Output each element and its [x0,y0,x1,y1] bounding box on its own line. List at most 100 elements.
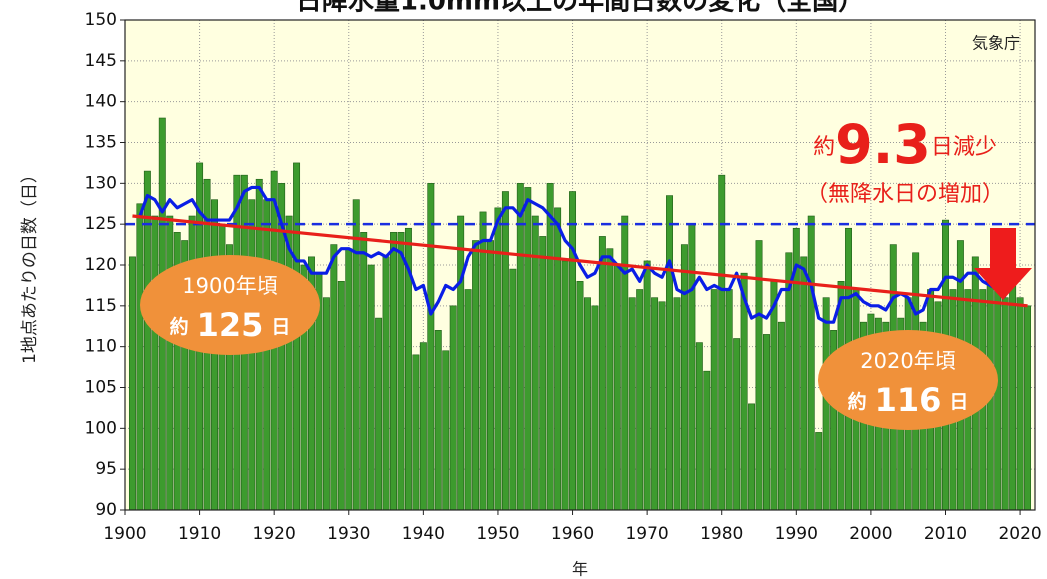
bar [576,281,584,511]
bar [643,260,651,511]
chart-title: 日降水量1.0mm以上の年間日数の変化（全国） [296,0,864,17]
bar [755,240,763,511]
bar [136,203,144,511]
y-tick-label: 120 [85,255,117,275]
bar [419,342,427,511]
x-tick-label: 1990 [775,524,818,544]
bar [666,195,673,511]
y-tick-label: 105 [85,378,117,398]
bar [330,244,338,511]
bar [337,281,345,511]
bar [1024,305,1032,511]
bar [345,248,353,511]
bar [777,321,785,511]
bar [427,183,435,511]
bar [763,334,770,511]
y-tick-label: 130 [85,173,117,193]
bar [621,215,629,511]
callout-number: 125 [197,306,264,344]
bar [248,199,256,511]
x-tick-label: 1980 [700,524,743,544]
bar [151,215,159,511]
callout-unit: 日 [271,316,290,338]
source: 気象庁 [972,34,1020,53]
bar [583,297,591,511]
bar [807,215,815,511]
bar [1016,297,1024,511]
bar [994,281,1002,511]
callout-value: 約 125 日 [170,306,291,344]
bar [1001,297,1009,511]
x-tick-label: 1950 [476,524,519,544]
bar [487,240,494,511]
x-tick-label: 1900 [103,524,146,544]
bar [740,272,748,511]
change-value: 9.3 [835,113,931,176]
x-tick-label: 1940 [402,524,445,544]
change-note: 約9.3日減少 [813,113,997,176]
bar [703,370,711,511]
bar [1009,281,1017,511]
trend-line [132,214,1028,308]
bar [412,354,420,511]
callout-bubble [140,255,320,355]
callout-label: 2020年頃 [860,349,955,373]
bar [800,256,808,511]
x-tick-label: 2010 [924,524,967,544]
x-tick-label: 1930 [327,524,370,544]
bar [434,330,442,511]
bar [613,264,621,511]
bar [636,289,644,511]
bar [785,252,793,511]
callout-label: 1900年頃 [182,274,277,298]
bar [822,297,830,511]
x-tick-label: 1970 [625,524,668,544]
bar [733,338,741,511]
bar [673,297,681,511]
bar [680,244,688,511]
bar [554,207,562,511]
bar [143,170,151,511]
callout-number: 116 [875,381,942,419]
y-tick-label: 145 [85,51,117,71]
bar [516,183,524,511]
bar [501,191,509,511]
bar [748,403,756,511]
bar [770,281,778,511]
callout-prefix: 約 [848,390,867,413]
y-tick-label: 140 [85,92,117,112]
lines [125,185,1035,324]
bar [472,240,480,511]
y-axis-label: 1地点あたりの日数（日） [20,166,40,364]
bar [725,289,733,511]
bar [128,256,136,511]
bar [695,342,703,511]
bar [569,191,577,511]
bar [524,187,532,511]
x-tick-label: 1960 [551,524,594,544]
bar [263,199,271,511]
y-tick-label: 110 [85,337,117,357]
change-subtitle: （無降水日の増加） [806,182,1004,207]
bar [352,199,360,511]
x-tick-label: 1910 [178,524,221,544]
x-tick-label: 2020 [998,524,1041,544]
bar [509,268,517,511]
bar [457,215,465,511]
y-tick-label: 95 [95,459,117,479]
bar [464,289,472,511]
bar [322,297,330,511]
bar [539,236,547,511]
bar [651,297,659,511]
bar [628,297,636,511]
bar [710,289,718,511]
bar [606,248,614,511]
y-tick-label: 150 [85,10,117,30]
bar [598,236,606,511]
bar [367,264,375,511]
y-tick-label: 90 [95,500,117,520]
bar [360,232,368,511]
x-tick-label: 2000 [849,524,892,544]
y-tick-label: 135 [85,133,117,153]
